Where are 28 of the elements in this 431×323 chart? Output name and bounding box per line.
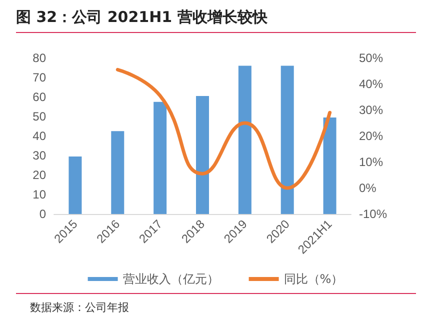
y2-tick-label: 40% [359, 77, 384, 91]
y-tick-label: 20 [32, 168, 46, 182]
line-series [116, 68, 332, 190]
y-tick-label: 30 [32, 148, 46, 162]
bar [280, 66, 294, 214]
y-tick-label: 10 [32, 188, 46, 202]
y2-tick-label: 10% [359, 155, 384, 169]
bar [238, 66, 252, 214]
bar [196, 96, 209, 214]
y2-tick-label: -10% [359, 207, 388, 221]
y-tick-label: 80 [32, 51, 46, 65]
y-tick-label: 0 [39, 207, 46, 221]
y2-tick-label: 20% [359, 129, 384, 143]
bar [68, 156, 82, 214]
bar [323, 117, 336, 214]
y2-tick-label: 0% [359, 181, 377, 195]
y-tick-label: 50 [32, 110, 46, 124]
bar [111, 131, 124, 214]
legend-label: 营业收入（亿元） [122, 272, 219, 286]
bar [154, 102, 167, 214]
y-tick-label: 60 [32, 90, 46, 104]
y2-tick-label: 50% [359, 51, 384, 65]
y-tick-label: 70 [32, 70, 46, 84]
chart-title: 图 32：公司 2021H1 营收增长较快 [16, 8, 268, 27]
legend-label: 同比（%） [284, 272, 344, 286]
y2-tick-label: 30% [359, 103, 384, 117]
source-note: 数据来源：公司年报 [30, 300, 129, 315]
y-tick-label: 40 [32, 129, 46, 143]
